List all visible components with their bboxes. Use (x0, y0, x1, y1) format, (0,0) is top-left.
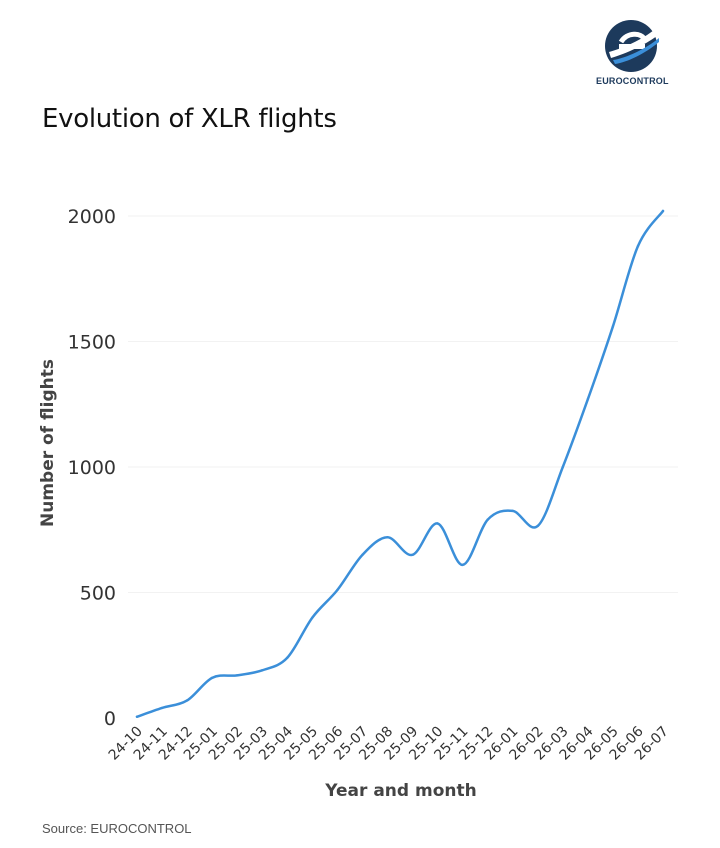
data-point-25-12 (486, 518, 489, 521)
y-axis-label: Number of flights (38, 359, 58, 527)
grid-lines (128, 215, 678, 593)
data-point-24-10 (135, 715, 139, 718)
y-tick-label: 0 (104, 708, 116, 730)
source-note: Source: EUROCONTROL (42, 821, 192, 836)
data-point-26-07 (661, 209, 665, 213)
data-point-25-01 (210, 676, 214, 680)
data-point-25-03 (261, 669, 264, 672)
data-point-25-04 (286, 656, 289, 659)
data-point-26-06 (636, 244, 640, 248)
eurocontrol-logo: EUROCONTROL (596, 18, 669, 90)
data-point-24-12 (185, 699, 189, 702)
series-line (135, 209, 665, 718)
data-point-26-05 (611, 325, 615, 328)
y-tick-labels: 0 500 1000 1500 2000 (68, 206, 116, 730)
data-point-25-09 (411, 553, 414, 557)
data-point-25-02 (235, 674, 239, 677)
y-tick-label: 1000 (68, 457, 116, 479)
y-tick-label: 500 (80, 583, 116, 605)
data-point-26-01 (511, 509, 514, 513)
eurocontrol-emblem-icon (605, 20, 659, 72)
chart-title: Evolution of XLR flights (42, 104, 337, 134)
x-axis-label: Year and month (324, 781, 476, 801)
data-point-25-07 (361, 553, 364, 557)
data-point-26-03 (561, 465, 565, 469)
data-point-25-10 (436, 522, 439, 525)
data-point-26-02 (536, 524, 539, 528)
x-tick-labels: 24-1024-1124-1225-0125-0225-0325-0425-05… (106, 723, 672, 763)
data-point-24-11 (160, 706, 164, 710)
data-point-25-06 (336, 588, 339, 592)
series-layer (135, 209, 665, 718)
data-point-25-11 (461, 563, 464, 567)
y-tick-label: 2000 (68, 206, 116, 228)
y-tick-label: 1500 (68, 332, 116, 354)
logo-wordmark: EUROCONTROL (596, 76, 669, 86)
data-point-26-04 (586, 398, 590, 401)
data-point-25-08 (386, 536, 389, 539)
data-point-25-05 (311, 616, 314, 619)
